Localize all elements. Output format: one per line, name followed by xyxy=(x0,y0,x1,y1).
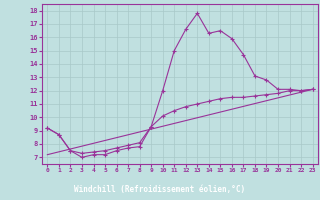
Text: Windchill (Refroidissement éolien,°C): Windchill (Refroidissement éolien,°C) xyxy=(75,185,245,194)
